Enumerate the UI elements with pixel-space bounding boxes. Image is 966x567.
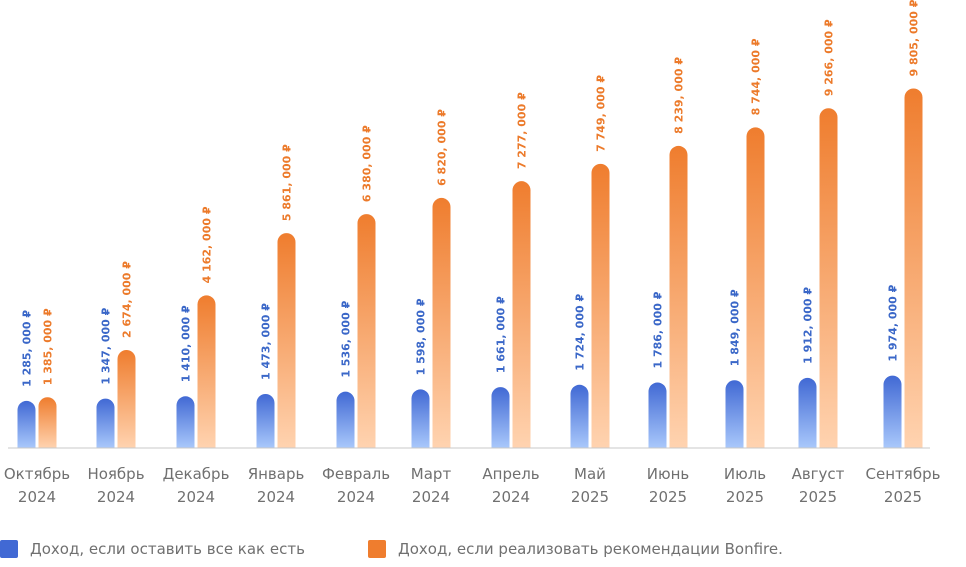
value-label-current-8: 1 786, 000 ₽ [652,291,665,368]
x-tick-year-9: 2025 [726,488,764,506]
value-label-bonfire-11: 9 805, 000 ₽ [908,0,921,76]
value-label-current-0: 1 285, 000 ₽ [21,310,34,387]
value-label-bonfire-7: 7 749, 000 ₽ [595,75,608,152]
value-label-current-1: 1 347, 000 ₽ [100,307,113,384]
legend-swatch-blue [0,540,18,558]
revenue-bar-chart: 1 285, 000 ₽ 1 385, 000 ₽ 1 347, 000 ₽ 2 67… [4,0,941,506]
x-tick-month-1: Ноябрь [87,465,144,483]
bar-bonfire-8 [669,145,688,449]
value-label-current-2: 1 410, 000 ₽ [180,305,193,382]
value-label-bonfire-6: 7 277, 000 ₽ [516,92,529,169]
legend: Доход, если оставить все как есть Доход,… [0,540,966,562]
x-tick-month-11: Сентябрь [866,465,941,483]
value-label-current-6: 1 661, 000 ₽ [495,296,508,373]
x-tick-year-5: 2024 [412,488,450,506]
x-tick-month-9: Июль [724,465,766,483]
value-label-bonfire-4: 6 380, 000 ₽ [361,125,374,202]
value-label-bonfire-8: 8 239, 000 ₽ [673,57,686,134]
bars-layer [17,88,923,449]
bar-bonfire-9 [746,127,765,449]
value-label-current-10: 1 912, 000 ₽ [802,287,815,364]
value-label-bonfire-1: 2 674, 000 ₽ [121,261,134,338]
bar-bonfire-0 [38,397,57,448]
x-tick-year-10: 2025 [799,488,837,506]
bar-current-4 [336,391,355,448]
value-label-current-3: 1 473, 000 ₽ [260,303,273,380]
x-axis-labels: Октябрь 2024 Ноябрь 2024 Декабрь 2024 Январь 20… [4,465,941,506]
value-label-bonfire-0: 1 385, 000 ₽ [42,308,55,385]
bar-current-9 [725,380,744,448]
x-tick-month-3: Январь [248,465,305,483]
x-tick-year-3: 2024 [257,488,295,506]
x-tick-month-8: Июнь [647,465,690,483]
legend-item-bonfire: Доход, если реализовать рекомендации Bon… [368,540,783,558]
value-label-bonfire-10: 9 266, 000 ₽ [823,19,836,96]
bar-bonfire-2 [197,295,216,448]
x-tick-year-4: 2024 [337,488,375,506]
bar-current-11 [883,375,902,448]
bar-current-7 [570,384,589,448]
x-tick-year-0: 2024 [18,488,56,506]
x-tick-month-4: Февраль [322,465,390,483]
x-tick-month-10: Август [792,465,845,483]
legend-label-current: Доход, если оставить все как есть [30,540,305,558]
bar-bonfire-5 [432,197,451,448]
x-tick-year-11: 2025 [884,488,922,506]
bar-current-0 [17,400,36,448]
value-label-bonfire-5: 6 820, 000 ₽ [436,109,449,186]
bar-bonfire-1 [117,349,136,448]
x-tick-month-7: Май [574,465,606,483]
value-label-current-5: 1 598, 000 ₽ [415,298,428,375]
value-label-current-7: 1 724, 000 ₽ [574,294,587,371]
x-tick-month-5: Март [411,465,452,483]
bar-bonfire-11 [904,88,923,448]
value-labels-layer: 1 285, 000 ₽ 1 385, 000 ₽ 1 347, 000 ₽ 2 67… [21,0,921,387]
bar-bonfire-6 [512,181,531,448]
legend-label-bonfire: Доход, если реализовать рекомендации Bon… [398,540,783,558]
value-label-current-9: 1 849, 000 ₽ [729,289,742,366]
x-tick-month-6: Апрель [482,465,539,483]
bar-current-8 [648,382,667,448]
bar-current-10 [798,377,817,448]
x-tick-year-2: 2024 [177,488,215,506]
legend-swatch-orange [368,540,386,558]
x-tick-year-1: 2024 [97,488,135,506]
bar-current-5 [411,389,430,448]
bar-current-6 [491,387,510,448]
bar-bonfire-3 [277,233,296,448]
value-label-bonfire-3: 5 861, 000 ₽ [281,144,294,221]
value-label-bonfire-2: 4 162, 000 ₽ [201,206,214,283]
bar-bonfire-10 [819,108,838,448]
value-label-current-4: 1 536, 000 ₽ [340,300,353,377]
bar-current-1 [96,398,115,448]
value-label-current-11: 1 974, 000 ₽ [887,284,900,361]
bar-bonfire-7 [591,163,610,448]
x-tick-year-7: 2025 [571,488,609,506]
legend-item-current: Доход, если оставить все как есть [0,540,305,558]
bar-current-3 [256,393,275,448]
x-tick-month-0: Октябрь [4,465,70,483]
x-tick-year-8: 2025 [649,488,687,506]
value-label-bonfire-9: 8 744, 000 ₽ [750,38,763,115]
x-tick-month-2: Декабрь [163,465,230,483]
bar-current-2 [176,396,195,448]
bar-bonfire-4 [357,214,376,448]
x-tick-year-6: 2024 [492,488,530,506]
